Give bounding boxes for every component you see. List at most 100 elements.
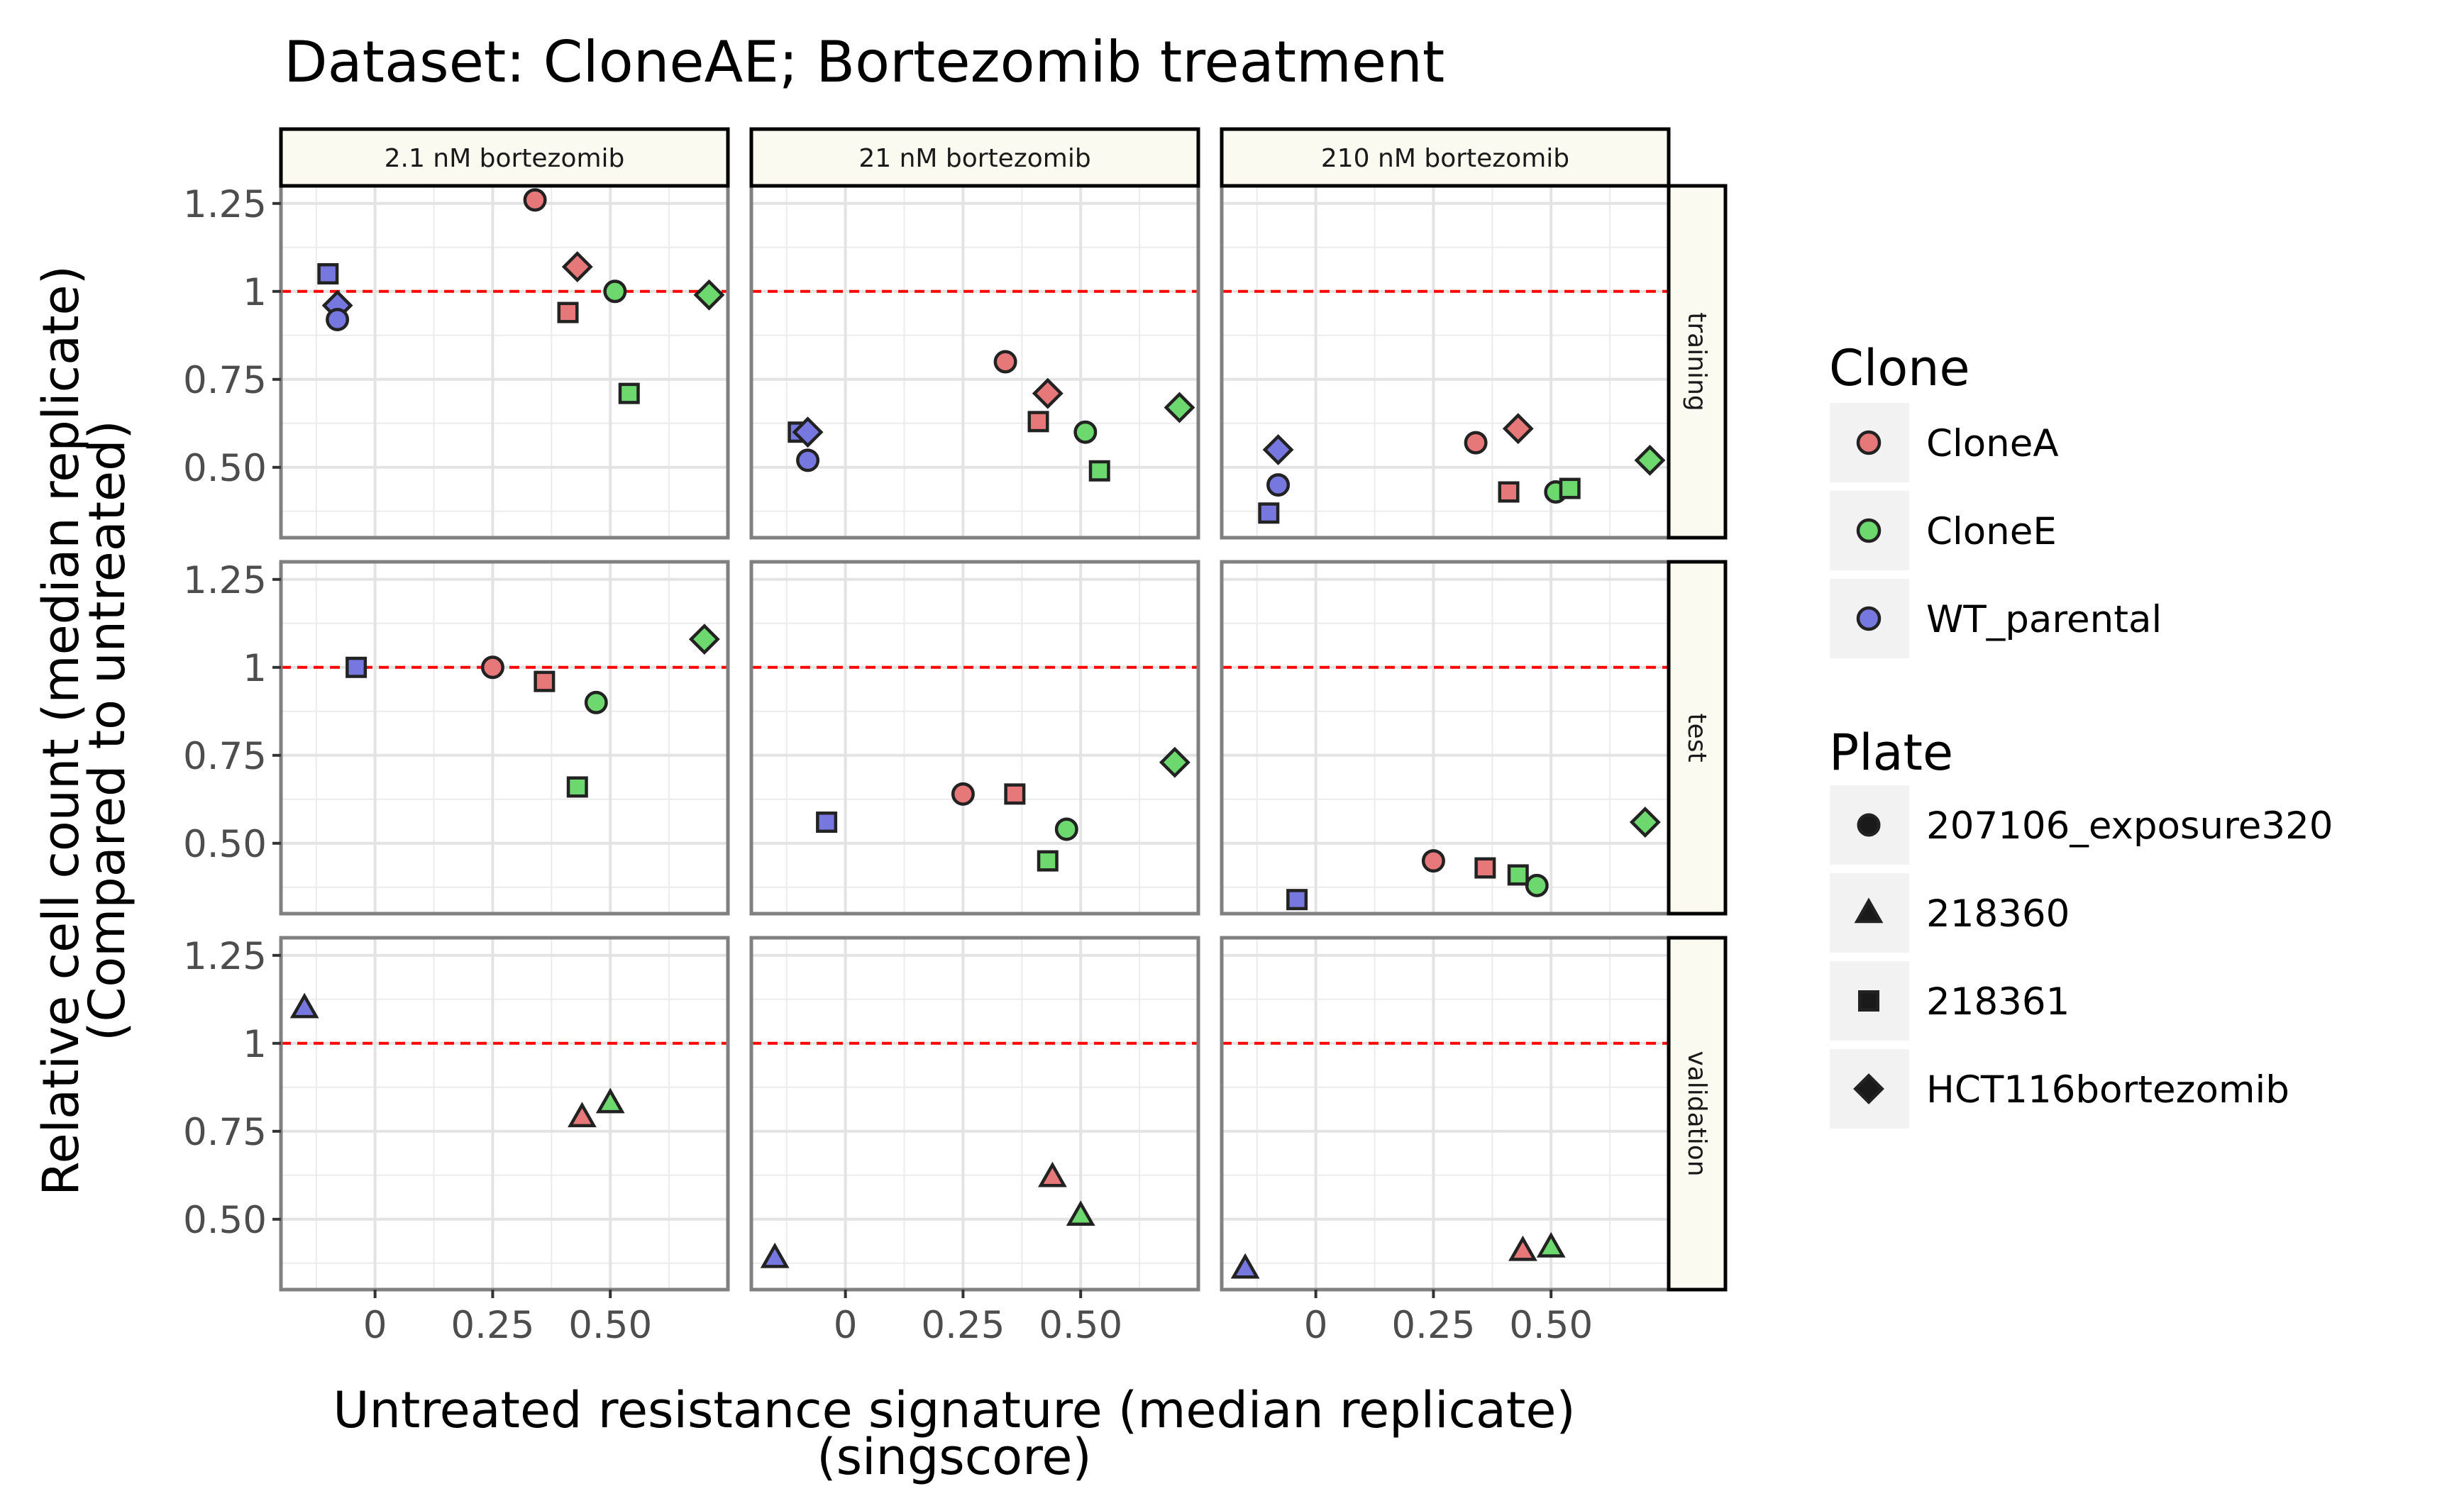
- data-point-wt-parental-218361: [317, 263, 339, 284]
- legend-item-218361: 218361: [1828, 960, 2070, 1042]
- data-point-clonee-207106-exposure320: [603, 279, 627, 304]
- legend-key-triangle: [1854, 897, 1884, 924]
- y-tick-label: 1.25: [183, 559, 267, 602]
- data-point-clonee-hct116bortezomib: [1629, 807, 1661, 838]
- data-point-clonee-hct116bortezomib: [1634, 444, 1666, 476]
- y-tick-label: 1.25: [183, 935, 267, 978]
- panel-test-210-nm-bortezomib: [1220, 560, 1671, 916]
- data-point-clonea-218361: [1474, 857, 1496, 879]
- panel-validation-210-nm-bortezomib: [1220, 936, 1671, 1292]
- panel-training-2-1-nm-bortezomib: [279, 184, 730, 540]
- data-point-clonea-207106-exposure320: [523, 188, 547, 212]
- panel-background: [751, 186, 1198, 538]
- x-tick-label: 0.25: [451, 1304, 534, 1347]
- panel-training-21-nm-bortezomib: [749, 184, 1200, 540]
- data-point-clonee-207106-exposure320: [1525, 873, 1549, 897]
- strip-background: [279, 127, 730, 188]
- legend-label: 218360: [1926, 892, 2070, 936]
- y-tick-label: 0.75: [183, 359, 267, 402]
- panel-validation-2-1-nm-bortezomib: [279, 936, 730, 1292]
- data-point-clonea-218360: [1038, 1161, 1067, 1187]
- legend-item-hct116bortezomib: HCT116bortezomib: [1828, 1048, 2289, 1130]
- data-point-clonee-hct116bortezomib: [693, 279, 725, 311]
- data-point-clonea-218361: [1498, 481, 1520, 503]
- data-point-clonea-207106-exposure320: [480, 655, 504, 680]
- row-strip-label: training: [1682, 312, 1711, 411]
- y-tick-label: 0.50: [183, 823, 267, 866]
- data-point-wt-parental-218360: [289, 992, 319, 1019]
- strip-background: [749, 127, 1200, 188]
- row-strip-test: test: [1667, 560, 1728, 916]
- facet-panels: [279, 184, 1671, 1292]
- data-point-clonea-218361: [557, 301, 579, 323]
- data-point-clonee-218360: [1066, 1200, 1095, 1226]
- strip-background: [1220, 127, 1671, 188]
- panel-background: [751, 938, 1198, 1290]
- data-point-clonea-hct116bortezomib: [561, 251, 593, 283]
- y-axis-title-line2: (Compared to untreated): [78, 420, 136, 1041]
- data-point-wt-parental-hct116bortezomib: [1262, 434, 1294, 465]
- panel-test-2-1-nm-bortezomib: [279, 560, 730, 916]
- data-point-clonee-hct116bortezomib: [688, 624, 720, 655]
- legend-title-clone: Clone: [1829, 339, 1970, 397]
- legend-item-clonee: CloneE: [1828, 489, 2057, 572]
- panel-border: [749, 936, 1200, 1292]
- data-point-clonee-218361: [566, 776, 588, 798]
- panel-background: [1222, 562, 1669, 914]
- legend-item-207106-exposure320: 207106_exposure320: [1828, 784, 2333, 866]
- data-point-clonea-207106-exposure320: [951, 782, 975, 806]
- legend-key-clonea: [1856, 430, 1882, 455]
- panel-border: [279, 560, 730, 916]
- panel-background: [281, 938, 728, 1290]
- panel-border: [279, 936, 730, 1292]
- data-point-clonee-218360: [1536, 1231, 1566, 1258]
- data-point-clonea-218360: [568, 1102, 597, 1128]
- y-tick-label: 0.75: [183, 1111, 267, 1154]
- legend-label: CloneA: [1926, 422, 2059, 465]
- y-axis-ticks: 0.50 0.75 1 1.25 0.50 0.75 1 1.25 0.50 0.75 1 1.25: [183, 183, 281, 1242]
- data-point-wt-parental-hct116bortezomib: [792, 416, 824, 448]
- x-tick-label: 0.50: [568, 1304, 652, 1347]
- legend-item-clonea: CloneA: [1828, 401, 2059, 484]
- data-point-wt-parental-218360: [1230, 1253, 1260, 1279]
- panel-background: [281, 562, 728, 914]
- strip-background: [1667, 184, 1728, 540]
- legend-key-circle: [1857, 813, 1881, 837]
- strip-background: [1667, 560, 1728, 916]
- y-axis-title-line1: Relative cell count (median replicate): [32, 265, 90, 1196]
- data-point-clonee-207106-exposure320: [1073, 420, 1098, 444]
- x-axis-ticks: 0 0.25 0.50 0 0.25 0.50 0 0.25 0.50: [363, 1290, 1593, 1347]
- data-point-clonea-218361: [1004, 783, 1026, 805]
- data-point-clonea-218361: [534, 670, 556, 692]
- column-strip-210-nm-bortezomib: 210 nM bortezomib: [1220, 127, 1671, 188]
- data-point-clonee-207106-exposure320: [584, 690, 608, 714]
- data-point-clonea-hct116bortezomib: [1032, 377, 1064, 409]
- x-tick-label: 0.25: [1391, 1304, 1475, 1347]
- y-tick-label: 1: [243, 647, 267, 690]
- panel-background: [1222, 938, 1669, 1290]
- column-strip-2-1-nm-bortezomib: 2.1 nM bortezomib: [279, 127, 730, 188]
- legend-key-diamond: [1853, 1073, 1884, 1104]
- legend-label: CloneE: [1926, 510, 2057, 553]
- legend-title-plate: Plate: [1829, 724, 1953, 782]
- legend-label: HCT116bortezomib: [1926, 1068, 2289, 1112]
- data-point-wt-parental-218361: [1286, 889, 1308, 911]
- column-strip-21-nm-bortezomib: 21 nM bortezomib: [749, 127, 1200, 188]
- row-strip-label: validation: [1682, 1051, 1711, 1176]
- legend-key-square: [1858, 990, 1879, 1012]
- data-point-clonea-hct116bortezomib: [1502, 413, 1534, 445]
- panel-background: [281, 186, 728, 538]
- data-point-clonee-218361: [618, 382, 640, 404]
- data-point-clonee-218361: [1037, 850, 1059, 872]
- x-tick-label: 0.50: [1509, 1304, 1593, 1347]
- legend-key-wt-parental: [1856, 606, 1882, 631]
- data-point-clonea-218361: [1027, 411, 1049, 433]
- panel-border: [749, 560, 1200, 916]
- row-strip-validation: validation: [1667, 936, 1728, 1292]
- data-point-clonea-207106-exposure320: [1421, 849, 1445, 873]
- panel-background: [1222, 186, 1669, 538]
- x-tick-label: 0.50: [1039, 1304, 1122, 1347]
- panel-validation-21-nm-bortezomib: [749, 936, 1200, 1292]
- data-point-clonee-218361: [1088, 460, 1110, 482]
